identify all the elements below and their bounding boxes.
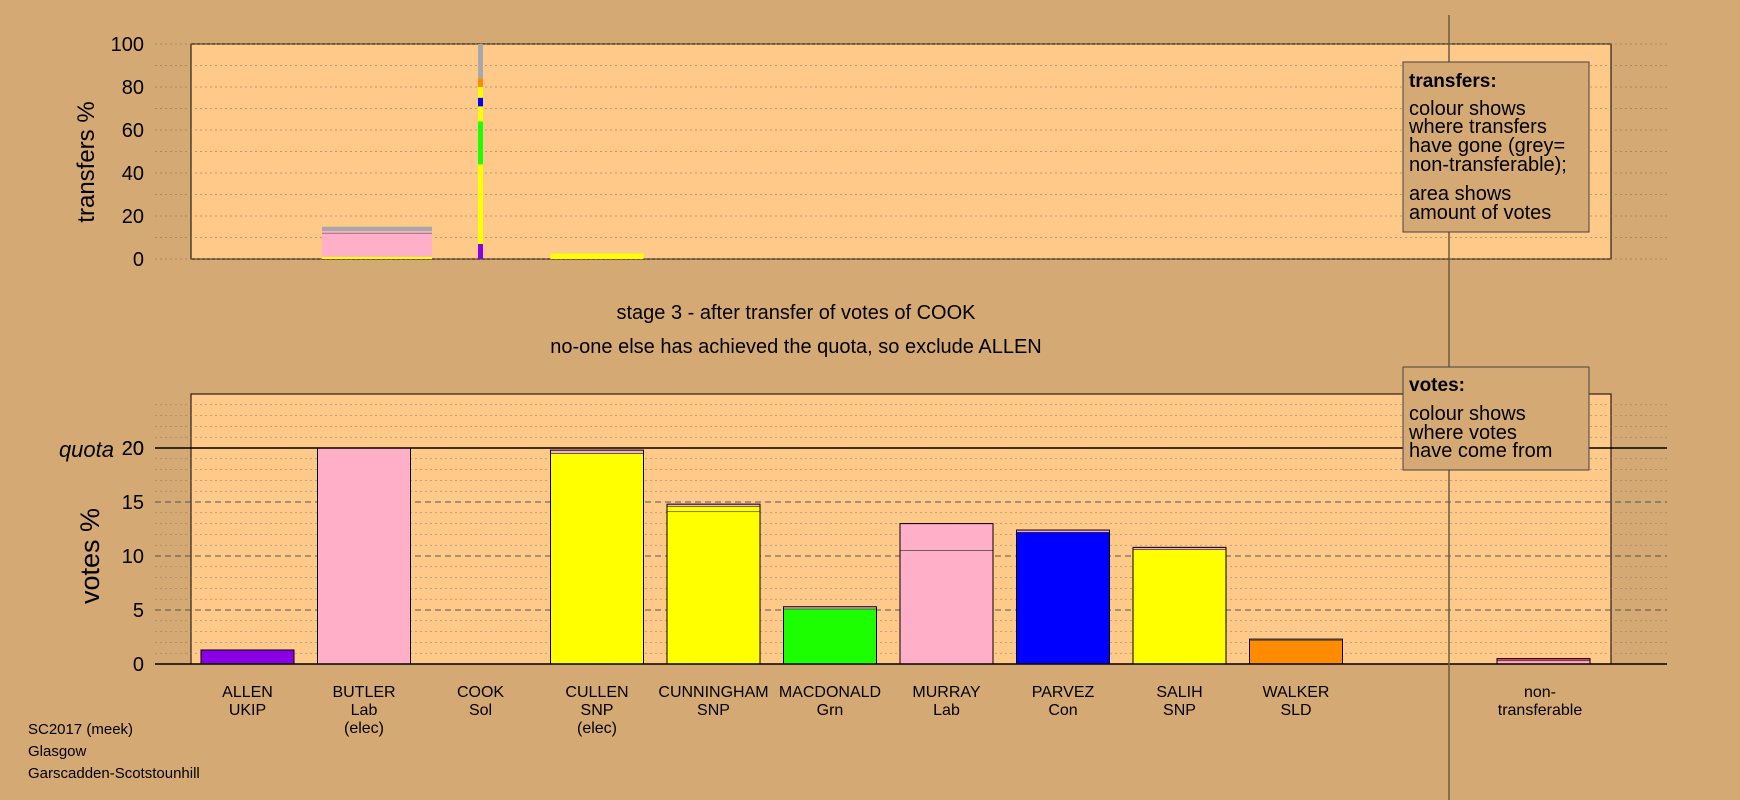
candidate-label-line: SLD <box>1280 702 1311 719</box>
footer-line-2: Glasgow <box>28 743 87 760</box>
transfers-y-tick-label: 100 <box>111 34 144 56</box>
transfers-legend-title: transfers: <box>1409 71 1497 92</box>
transfers-bar-segment <box>478 97 483 107</box>
votes-y-tick-label: 5 <box>133 600 144 622</box>
votes-bar-segment <box>550 453 644 665</box>
transfers-legend-line-6: amount of votes <box>1409 202 1551 224</box>
votes-y-tick-label: 15 <box>122 492 144 514</box>
transfers-legend-line-4: non-transferable); <box>1409 154 1567 176</box>
votes-legend: votes: colour shows where votes have com… <box>1402 366 1590 471</box>
candidate-label-line: ALLEN <box>222 684 273 701</box>
votes-bar-segment <box>1249 639 1343 665</box>
votes-legend-box <box>1402 366 1590 471</box>
candidate-label-line: BUTLER <box>332 684 395 701</box>
candidate-label-line: Lab <box>933 702 960 719</box>
votes-y-tick-label: 10 <box>122 546 144 568</box>
transfers-bar-segment <box>322 231 432 257</box>
votes-legend-title: votes: <box>1409 375 1465 396</box>
votes-y-axis-label: votes % <box>75 508 105 604</box>
votes-bar-segment <box>200 649 295 665</box>
votes-legend-line-2: where votes <box>1408 422 1517 444</box>
transfers-legend-box <box>1402 61 1590 233</box>
transfers-bars <box>322 44 644 259</box>
quota-label: quota <box>59 437 114 462</box>
candidate-label-line: CUNNINGHAM <box>658 684 768 701</box>
candidate-label-line: SNP <box>581 702 614 719</box>
transfers-y-tick-label: 80 <box>122 77 144 99</box>
stage-line-1: stage 3 - after transfer of votes of COO… <box>616 302 976 324</box>
transfers-bar-segment <box>550 253 644 259</box>
votes-bar-segment <box>899 550 994 665</box>
votes-bar-segment <box>899 523 994 551</box>
footer-line-1: SC2017 (meek) <box>28 721 133 738</box>
transfers-y-tick-label: 20 <box>122 206 144 228</box>
candidate-label-line: Con <box>1048 702 1077 719</box>
transfers-legend-line-1: colour shows <box>1409 98 1526 120</box>
transfers-bar-segment <box>478 44 483 79</box>
votes-bars <box>200 447 1591 665</box>
votes-bar-segment <box>783 608 877 665</box>
transfers-bar-segment <box>478 78 483 87</box>
votes-legend-line-3: have come from <box>1409 440 1552 462</box>
votes-x-labels: ALLENUKIPBUTLERLab(elec)COOKSolCULLENSNP… <box>222 684 1582 737</box>
transfers-bar-segment <box>478 121 483 165</box>
candidate-label-line: SNP <box>1163 702 1196 719</box>
candidate-label-line: MACDONALD <box>779 684 881 701</box>
candidate-label-line: WALKER <box>1263 684 1330 701</box>
votes-bar-segment <box>1132 549 1227 665</box>
votes-bar-segment <box>666 511 761 665</box>
transfers-legend: transfers: colour shows where transfers … <box>1402 61 1590 233</box>
stage-line-2: no-one else has achieved the quota, so e… <box>550 336 1041 358</box>
transfers-y-tick-label: 40 <box>122 163 144 185</box>
votes-y-tick-label: 20 <box>122 438 144 460</box>
votes-legend-line-1: colour shows <box>1409 403 1526 425</box>
votes-bar-segment <box>317 447 411 665</box>
candidate-label-line: Sol <box>469 702 492 719</box>
candidate-label-line: MURRAY <box>912 684 980 701</box>
candidate-label-line: (elec) <box>577 720 617 737</box>
candidate-label-line: non- <box>1524 684 1556 701</box>
candidate-label-line: SNP <box>697 702 730 719</box>
candidate-label-line: SALIH <box>1156 684 1202 701</box>
transfers-legend-line-5: area shows <box>1409 183 1511 205</box>
quota-value-label: 20 <box>122 438 144 460</box>
transfers-legend-line-3: have gone (grey= <box>1409 135 1565 157</box>
transfers-bar-segment <box>478 106 483 122</box>
candidate-label-line: transferable <box>1498 702 1583 719</box>
transfers-y-tick-label: 0 <box>133 249 144 271</box>
transfers-y-axis-label: transfers % <box>73 101 100 222</box>
candidate-label-line: COOK <box>457 684 504 701</box>
votes-y-ticks: 0 5 10 15 20 <box>122 438 144 676</box>
candidate-label-line: Grn <box>817 702 844 719</box>
votes-bar-segment <box>1016 531 1110 665</box>
transfers-bar-segment <box>478 87 483 98</box>
votes-y-tick-label: 0 <box>133 654 144 676</box>
transfers-legend-line-2: where transfers <box>1408 116 1547 138</box>
candidate-label-line: Lab <box>351 702 378 719</box>
candidate-label-line: UKIP <box>229 702 266 719</box>
transfers-bar-segment <box>322 226 432 232</box>
footer-line-3: Garscadden-Scotstounhill <box>28 765 200 782</box>
candidate-label-line: (elec) <box>344 720 384 737</box>
transfers-y-tick-label: 60 <box>122 120 144 142</box>
transfers-bar-segment <box>322 256 432 259</box>
candidate-label-line: CULLEN <box>565 684 628 701</box>
transfers-bar-segment <box>478 164 483 244</box>
transfers-bar-segment <box>478 243 483 259</box>
candidate-label-line: PARVEZ <box>1032 684 1095 701</box>
transfers-y-ticks: 0 20 40 60 80 100 <box>111 34 144 271</box>
votes-bar-segment <box>666 506 761 513</box>
